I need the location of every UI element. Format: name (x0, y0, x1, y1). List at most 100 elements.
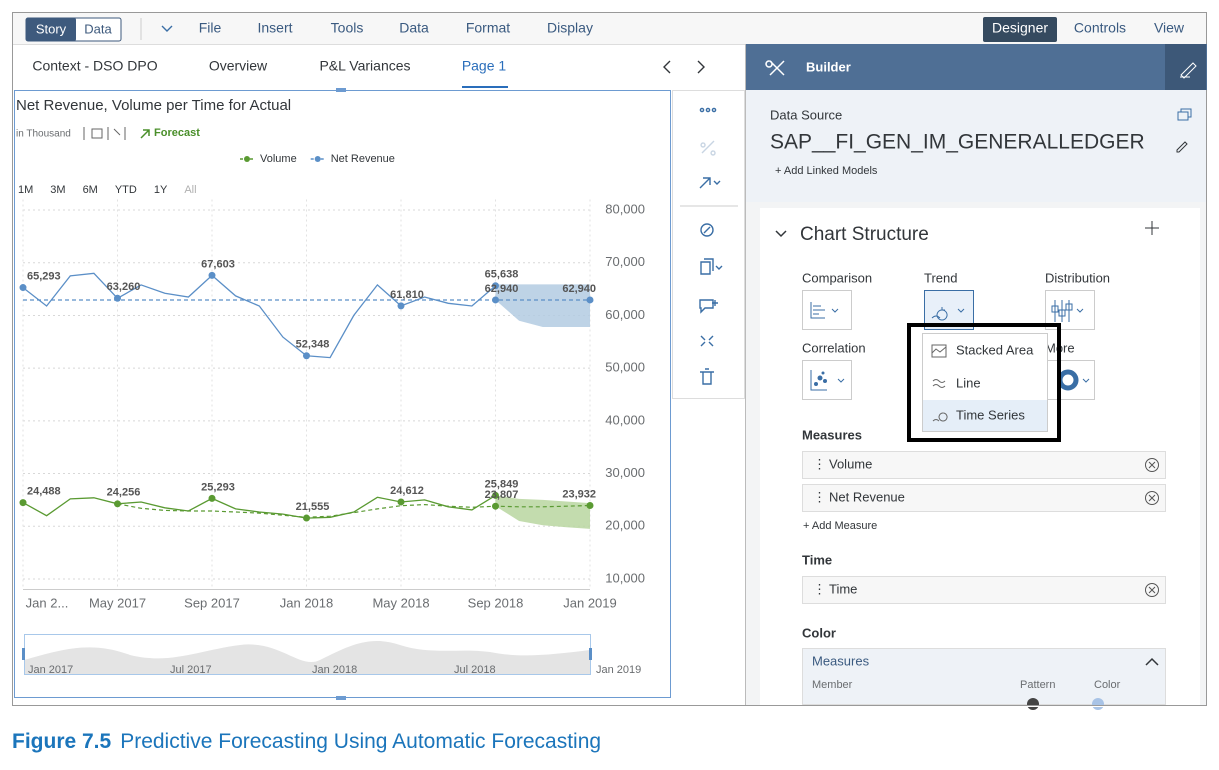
remove-icon[interactable] (1145, 491, 1159, 505)
data-source-label: Data Source (770, 107, 842, 122)
designer-label: Designer (992, 20, 1048, 36)
time-button[interactable]: All (184, 184, 196, 196)
caption-text: Predictive Forecasting Using Automatic F… (120, 730, 601, 753)
data-label: 63,260 (107, 281, 141, 293)
page-tab[interactable]: P&L Variances (319, 58, 410, 74)
menu-item[interactable]: View (1154, 20, 1185, 36)
x-tick-label: May 2018 (372, 595, 429, 610)
chevron[interactable] (161, 25, 173, 32)
data-label: 24,612 (390, 485, 424, 497)
designer-button[interactable] (983, 17, 1057, 42)
data-label: 61,810 (390, 289, 424, 301)
resize-handle[interactable] (336, 696, 346, 700)
x-tick-label: Sep 2018 (468, 595, 524, 610)
data-label: 25,849 (485, 478, 519, 490)
data-label: 21,555 (296, 501, 330, 513)
builder-title: Builder (806, 59, 851, 74)
dimension-row[interactable] (802, 576, 1166, 604)
page-tab[interactable]: Overview (209, 58, 268, 74)
color-swatch[interactable] (1092, 698, 1104, 710)
story-button[interactable] (26, 18, 76, 41)
color-panel (802, 648, 1166, 705)
data-label: 65,638 (485, 269, 519, 281)
menu-item[interactable]: Insert (257, 20, 292, 36)
dimension-name: Time (829, 581, 857, 596)
collapse-chevron[interactable] (775, 230, 787, 238)
time-button[interactable]: 1Y (154, 184, 168, 196)
data-label[interactable]: Data (84, 21, 112, 36)
chevron (837, 378, 845, 383)
next-arrow[interactable] (697, 60, 705, 74)
legend-label: Volume (260, 153, 297, 165)
resize-handle[interactable] (336, 88, 346, 92)
dropdown-item[interactable]: Stacked Area (956, 342, 1034, 357)
time-button[interactable]: YTD (115, 184, 137, 196)
navigator-handle[interactable] (589, 648, 592, 660)
drag-handle: ⋮ (813, 489, 826, 504)
page-tab-active[interactable]: Page 1 (462, 58, 507, 74)
remove-icon[interactable] (1145, 458, 1159, 472)
y-tick-label: 50,000 (605, 360, 645, 375)
navigator-handle[interactable] (22, 648, 25, 660)
builder-header (745, 44, 1207, 90)
menu-item[interactable]: Tools (331, 20, 364, 36)
menu-item[interactable]: Controls (1074, 20, 1126, 36)
time-series-icon (932, 412, 948, 422)
measure-row[interactable] (802, 451, 1166, 479)
edit-icon[interactable] (1176, 141, 1188, 153)
forecast-icon (140, 129, 150, 139)
chart-subtitle: in Thousand (16, 129, 71, 140)
collapse-chevron[interactable] (1145, 657, 1159, 666)
prev-arrow[interactable] (663, 60, 671, 74)
scatter-icon (814, 371, 827, 386)
caption-figure: Figure 7.5 (12, 730, 112, 753)
add-linked-models[interactable]: + Add Linked Models (775, 165, 878, 177)
column-header: Pattern (1020, 679, 1055, 691)
data-point (208, 494, 216, 502)
series-line (22, 272, 496, 359)
page-tab[interactable]: Context - DSO DPO (32, 58, 157, 74)
menu-item[interactable]: Data (399, 20, 429, 36)
time-button[interactable]: 1M (18, 184, 33, 196)
forecast-point (586, 296, 594, 304)
navigator-label: Jan 2017 (28, 664, 73, 676)
data-point (114, 294, 121, 302)
data-point (303, 514, 310, 522)
drag-handle: ⋮ (813, 581, 826, 596)
callout-box (907, 323, 1061, 442)
comparison-button[interactable] (802, 290, 852, 330)
time-button[interactable]: 3M (50, 184, 65, 196)
y-tick-label: 30,000 (605, 465, 645, 480)
remove-icon[interactable] (1145, 583, 1159, 597)
forecast-point (492, 502, 499, 510)
add-measure[interactable]: + Add Measure (803, 520, 877, 532)
dropdown-item[interactable]: Time Series (956, 407, 1025, 422)
data-label: 23,932 (562, 488, 596, 500)
data-label: 65,293 (27, 270, 61, 282)
correlation-button[interactable] (802, 360, 852, 400)
time-label: Time (802, 552, 832, 567)
measures-label: Measures (802, 427, 862, 442)
data-source-name: SAP__FI_GEN_IM_GENERALLEDGER (770, 131, 1145, 154)
add-icon[interactable] (1145, 221, 1159, 235)
time-series-icon (931, 307, 965, 321)
menu-item[interactable]: Format (466, 20, 510, 36)
builder-header-button[interactable] (1165, 44, 1206, 90)
pattern-swatch[interactable] (1027, 698, 1039, 710)
more-button[interactable] (1045, 360, 1095, 400)
menu-item[interactable]: File (199, 20, 222, 36)
forecast-label: Forecast (154, 127, 200, 139)
model-icon[interactable] (1177, 108, 1192, 121)
time-button[interactable]: 6M (83, 184, 98, 196)
navigator-label: Jan 2018 (312, 664, 357, 676)
menu-item[interactable]: Display (547, 20, 593, 36)
scatter-axis (810, 370, 827, 391)
chart-panel[interactable] (14, 90, 671, 698)
y-tick-label: 80,000 (605, 201, 645, 216)
y-tick-label: 40,000 (605, 412, 645, 427)
column-header: Color (1094, 679, 1121, 691)
data-point (19, 284, 27, 292)
measure-row[interactable] (802, 484, 1166, 512)
dropdown-item[interactable]: Line (956, 375, 981, 390)
